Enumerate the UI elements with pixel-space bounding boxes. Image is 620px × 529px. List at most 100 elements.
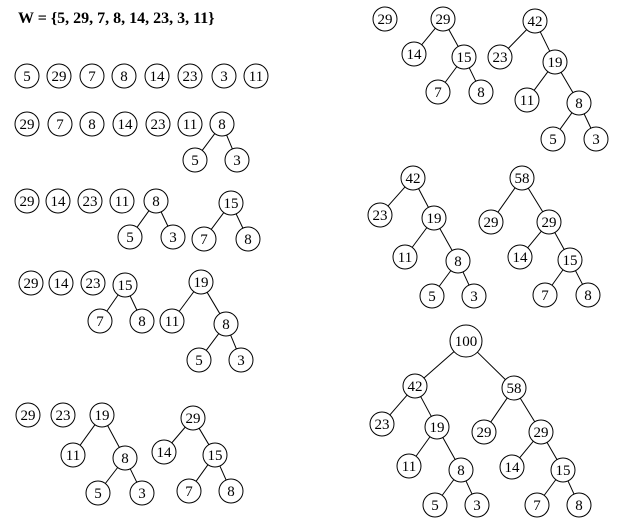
node-label: 29 [21, 408, 36, 424]
node-circle [421, 205, 447, 231]
node-label: 15 [118, 278, 133, 294]
node-label: 5 [195, 353, 203, 369]
node-label: 42 [528, 14, 543, 30]
tree-node: 11 [177, 111, 203, 137]
tree-node: 29 [180, 405, 206, 431]
node-label: 15 [208, 448, 223, 464]
tree-edge [527, 230, 542, 249]
node-circle [550, 457, 576, 483]
node-label: 7 [185, 484, 193, 500]
node-label: 8 [457, 463, 465, 479]
node-circle [402, 373, 428, 399]
node-label: 7 [96, 314, 104, 330]
node-label: 58 [515, 171, 530, 187]
node-label: 29 [186, 411, 201, 427]
node-label: 29 [542, 215, 557, 231]
tree-edge [583, 113, 592, 129]
node-circle [191, 226, 217, 252]
tree-edge [104, 467, 119, 484]
tree-edge [420, 396, 432, 417]
tree-edge [527, 187, 544, 213]
node-label: 8 [584, 288, 592, 304]
node-label: 11 [183, 117, 197, 133]
node-circle [396, 453, 422, 479]
node-label: 3 [233, 153, 241, 169]
node-label: 15 [563, 253, 578, 269]
node-label: 5 [428, 289, 436, 305]
tree-node: 5 [85, 480, 111, 506]
node-circle [392, 244, 418, 270]
node-circle [117, 224, 143, 250]
node-circle [218, 478, 244, 504]
node-circle [129, 480, 155, 506]
node-circle [144, 63, 170, 89]
tree-node: 100 [449, 324, 483, 358]
tree-node: 29 [528, 419, 554, 445]
tree-edge [387, 186, 406, 207]
node-label: 7 [533, 498, 541, 514]
node-label: 23 [56, 408, 71, 424]
tree-node: 19 [542, 49, 568, 75]
tree-node: 3 [228, 347, 254, 373]
node-circle [89, 402, 115, 428]
node-label: 14 [54, 276, 70, 292]
node-circle [468, 79, 494, 105]
tree-node: 11 [159, 308, 185, 334]
tree-node: 3 [211, 63, 237, 89]
tree-node: 23 [77, 188, 103, 214]
node-label: 23 [373, 208, 388, 224]
tree-node: 8 [143, 188, 169, 214]
tree-node: 8 [209, 111, 235, 137]
tree-node: 29 [15, 402, 41, 428]
node-label: 23 [183, 69, 198, 85]
node-circle [461, 283, 487, 309]
node-circle [15, 402, 41, 428]
node-label: 3 [473, 498, 481, 514]
tree-node: 42 [522, 8, 548, 34]
tree-edge [441, 479, 455, 496]
stage-3-tree: 29 14 23 11 8 5 3 15 7 8 [14, 188, 261, 252]
tree-node: 8 [112, 445, 138, 471]
tree-edge [106, 294, 119, 312]
node-circle [14, 63, 40, 89]
tree-edge [136, 210, 150, 228]
tree-node: 15 [451, 44, 477, 70]
tree-edge [160, 211, 169, 227]
node-circle [478, 209, 504, 235]
node-circle [557, 247, 583, 273]
tree-node: 19 [421, 205, 447, 231]
tree-edge [444, 66, 458, 83]
tree-edge [129, 468, 138, 483]
tree-edge [210, 212, 225, 230]
node-label: 14 [157, 445, 173, 461]
tree-node: 23 [145, 111, 171, 137]
tree-node: 29 [372, 6, 398, 32]
tree-edge [559, 112, 573, 130]
tree-node: 8 [566, 90, 592, 116]
node-circle [47, 111, 73, 137]
node-circle [367, 202, 393, 228]
tree-node: 29 [14, 111, 40, 137]
tree-node: 8 [218, 478, 244, 504]
tree-node: 14 [48, 270, 74, 296]
node-circle [145, 111, 171, 137]
node-label: 29 [24, 276, 39, 292]
node-circle [501, 375, 527, 401]
node-label: 3 [220, 69, 228, 85]
tree-node: 5 [540, 126, 566, 152]
node-label: 29 [477, 425, 492, 441]
tree-node: 11 [396, 453, 422, 479]
node-circle [430, 6, 456, 32]
node-label: 14 [513, 250, 529, 266]
node-circle [507, 244, 533, 270]
node-circle [87, 308, 113, 334]
tree-edge [468, 67, 477, 82]
tree-edge [497, 187, 516, 213]
tree-node: 15 [550, 457, 576, 483]
node-label: 15 [556, 463, 571, 479]
node-label: 29 [52, 69, 67, 85]
node-circle [540, 126, 566, 152]
tree-edge [423, 351, 455, 379]
node-label: 15 [457, 50, 472, 66]
node-label: 8 [244, 232, 252, 248]
